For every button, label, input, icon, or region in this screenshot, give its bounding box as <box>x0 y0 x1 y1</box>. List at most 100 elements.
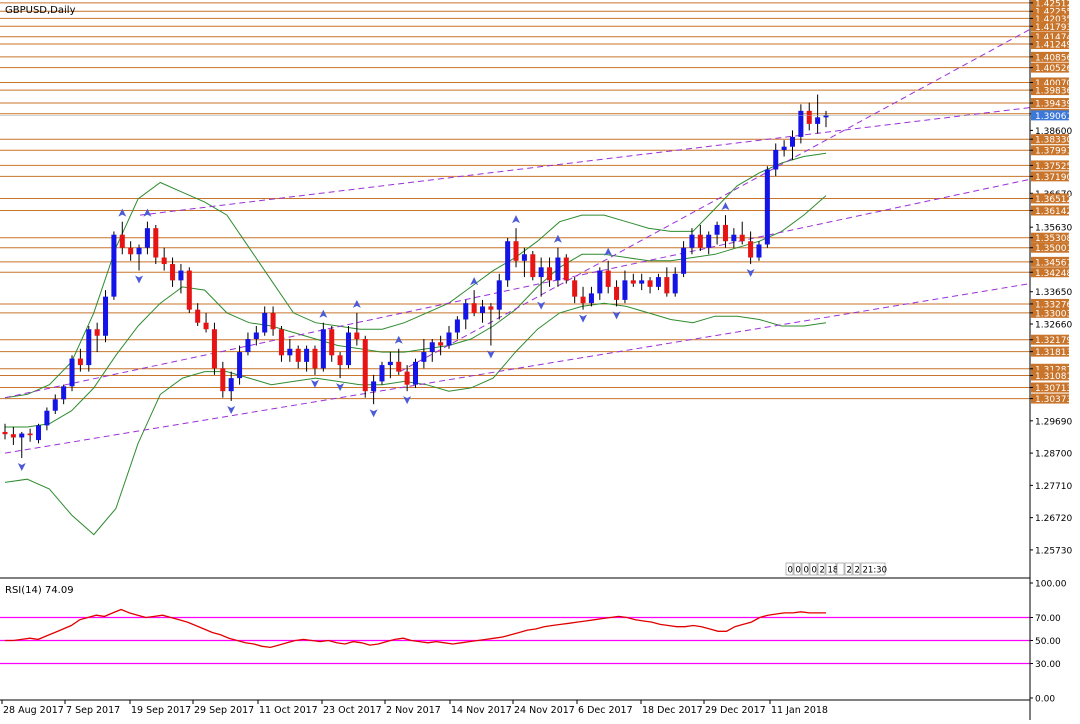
candle[interactable] <box>697 224 703 252</box>
candle[interactable] <box>345 325 351 369</box>
candle[interactable] <box>572 277 578 304</box>
candle[interactable] <box>362 335 368 398</box>
candle[interactable] <box>789 130 796 160</box>
candle[interactable] <box>614 280 620 307</box>
candle[interactable] <box>178 264 184 294</box>
candle[interactable] <box>161 247 167 271</box>
candle[interactable] <box>580 286 586 310</box>
candle[interactable] <box>320 322 326 372</box>
candle[interactable] <box>521 247 527 278</box>
candle[interactable] <box>421 339 427 369</box>
candle[interactable] <box>597 267 603 300</box>
candle[interactable] <box>681 241 687 278</box>
candle[interactable] <box>136 244 142 271</box>
candle[interactable] <box>412 358 419 388</box>
candle[interactable] <box>798 104 804 144</box>
candle[interactable] <box>588 286 594 307</box>
candle[interactable] <box>454 316 460 340</box>
candle[interactable] <box>61 384 67 405</box>
candle[interactable] <box>404 365 410 392</box>
candle[interactable] <box>547 257 553 287</box>
candle[interactable] <box>77 348 83 372</box>
candle[interactable] <box>19 431 25 458</box>
candle[interactable] <box>664 267 670 297</box>
candle[interactable] <box>655 273 661 291</box>
candle[interactable] <box>354 312 360 346</box>
candle[interactable] <box>312 345 318 375</box>
candle[interactable] <box>806 102 812 131</box>
candle[interactable] <box>35 423 42 444</box>
candles[interactable] <box>2 94 829 471</box>
candle[interactable] <box>10 427 16 445</box>
candle[interactable] <box>195 303 201 326</box>
candle[interactable] <box>505 237 511 287</box>
candle[interactable] <box>211 322 217 375</box>
candle[interactable] <box>228 371 234 401</box>
candle[interactable] <box>622 270 628 304</box>
candle[interactable] <box>605 260 611 294</box>
candle[interactable] <box>429 339 435 362</box>
candle[interactable] <box>44 407 50 431</box>
candle[interactable] <box>119 221 125 255</box>
candle[interactable] <box>538 257 544 297</box>
candle[interactable] <box>2 423 8 440</box>
candle[interactable] <box>287 339 293 362</box>
candle[interactable] <box>253 325 259 346</box>
candle[interactable] <box>630 273 636 287</box>
candle[interactable] <box>144 221 150 255</box>
candle[interactable] <box>438 335 444 356</box>
candle[interactable] <box>52 394 58 414</box>
candle[interactable] <box>748 231 754 265</box>
candle[interactable] <box>689 228 695 255</box>
candle[interactable] <box>555 247 561 287</box>
candle[interactable] <box>237 345 243 385</box>
candle[interactable] <box>111 231 117 300</box>
candle[interactable] <box>220 361 226 398</box>
candle[interactable] <box>672 267 678 297</box>
candle[interactable] <box>639 273 645 291</box>
candle[interactable] <box>396 348 402 375</box>
candle[interactable] <box>304 345 310 372</box>
candle[interactable] <box>278 325 284 362</box>
candle[interactable] <box>530 251 536 281</box>
candle[interactable] <box>262 306 268 336</box>
candle[interactable] <box>270 306 276 336</box>
candle[interactable] <box>27 428 33 442</box>
candle[interactable] <box>513 228 519 268</box>
candle[interactable] <box>739 221 745 245</box>
candle[interactable] <box>731 228 737 248</box>
candle[interactable] <box>86 325 92 372</box>
candle[interactable] <box>823 110 829 128</box>
candle[interactable] <box>203 312 209 333</box>
candle[interactable] <box>69 355 75 392</box>
candle[interactable] <box>781 140 787 157</box>
candle[interactable] <box>103 290 109 343</box>
candle[interactable] <box>94 322 100 353</box>
candle[interactable] <box>756 241 762 261</box>
candle[interactable] <box>773 143 779 177</box>
candle[interactable] <box>722 215 728 248</box>
candle[interactable] <box>471 290 477 317</box>
candle[interactable] <box>387 352 393 379</box>
candle[interactable] <box>488 303 494 346</box>
candle[interactable] <box>764 166 770 248</box>
candle[interactable] <box>186 267 192 313</box>
candle[interactable] <box>714 221 720 245</box>
candle[interactable] <box>295 345 301 369</box>
candle[interactable] <box>480 299 486 323</box>
candle[interactable] <box>647 277 653 294</box>
candle[interactable] <box>128 241 134 261</box>
candle[interactable] <box>446 325 452 349</box>
candle[interactable] <box>379 361 385 385</box>
candle[interactable] <box>329 325 335 362</box>
candle[interactable] <box>337 352 343 379</box>
candle[interactable] <box>815 94 821 134</box>
candle[interactable] <box>153 224 159 265</box>
candle[interactable] <box>496 273 502 320</box>
candle[interactable] <box>245 332 251 356</box>
candle[interactable] <box>563 254 569 284</box>
candle[interactable] <box>463 299 469 330</box>
candle[interactable] <box>170 257 176 287</box>
